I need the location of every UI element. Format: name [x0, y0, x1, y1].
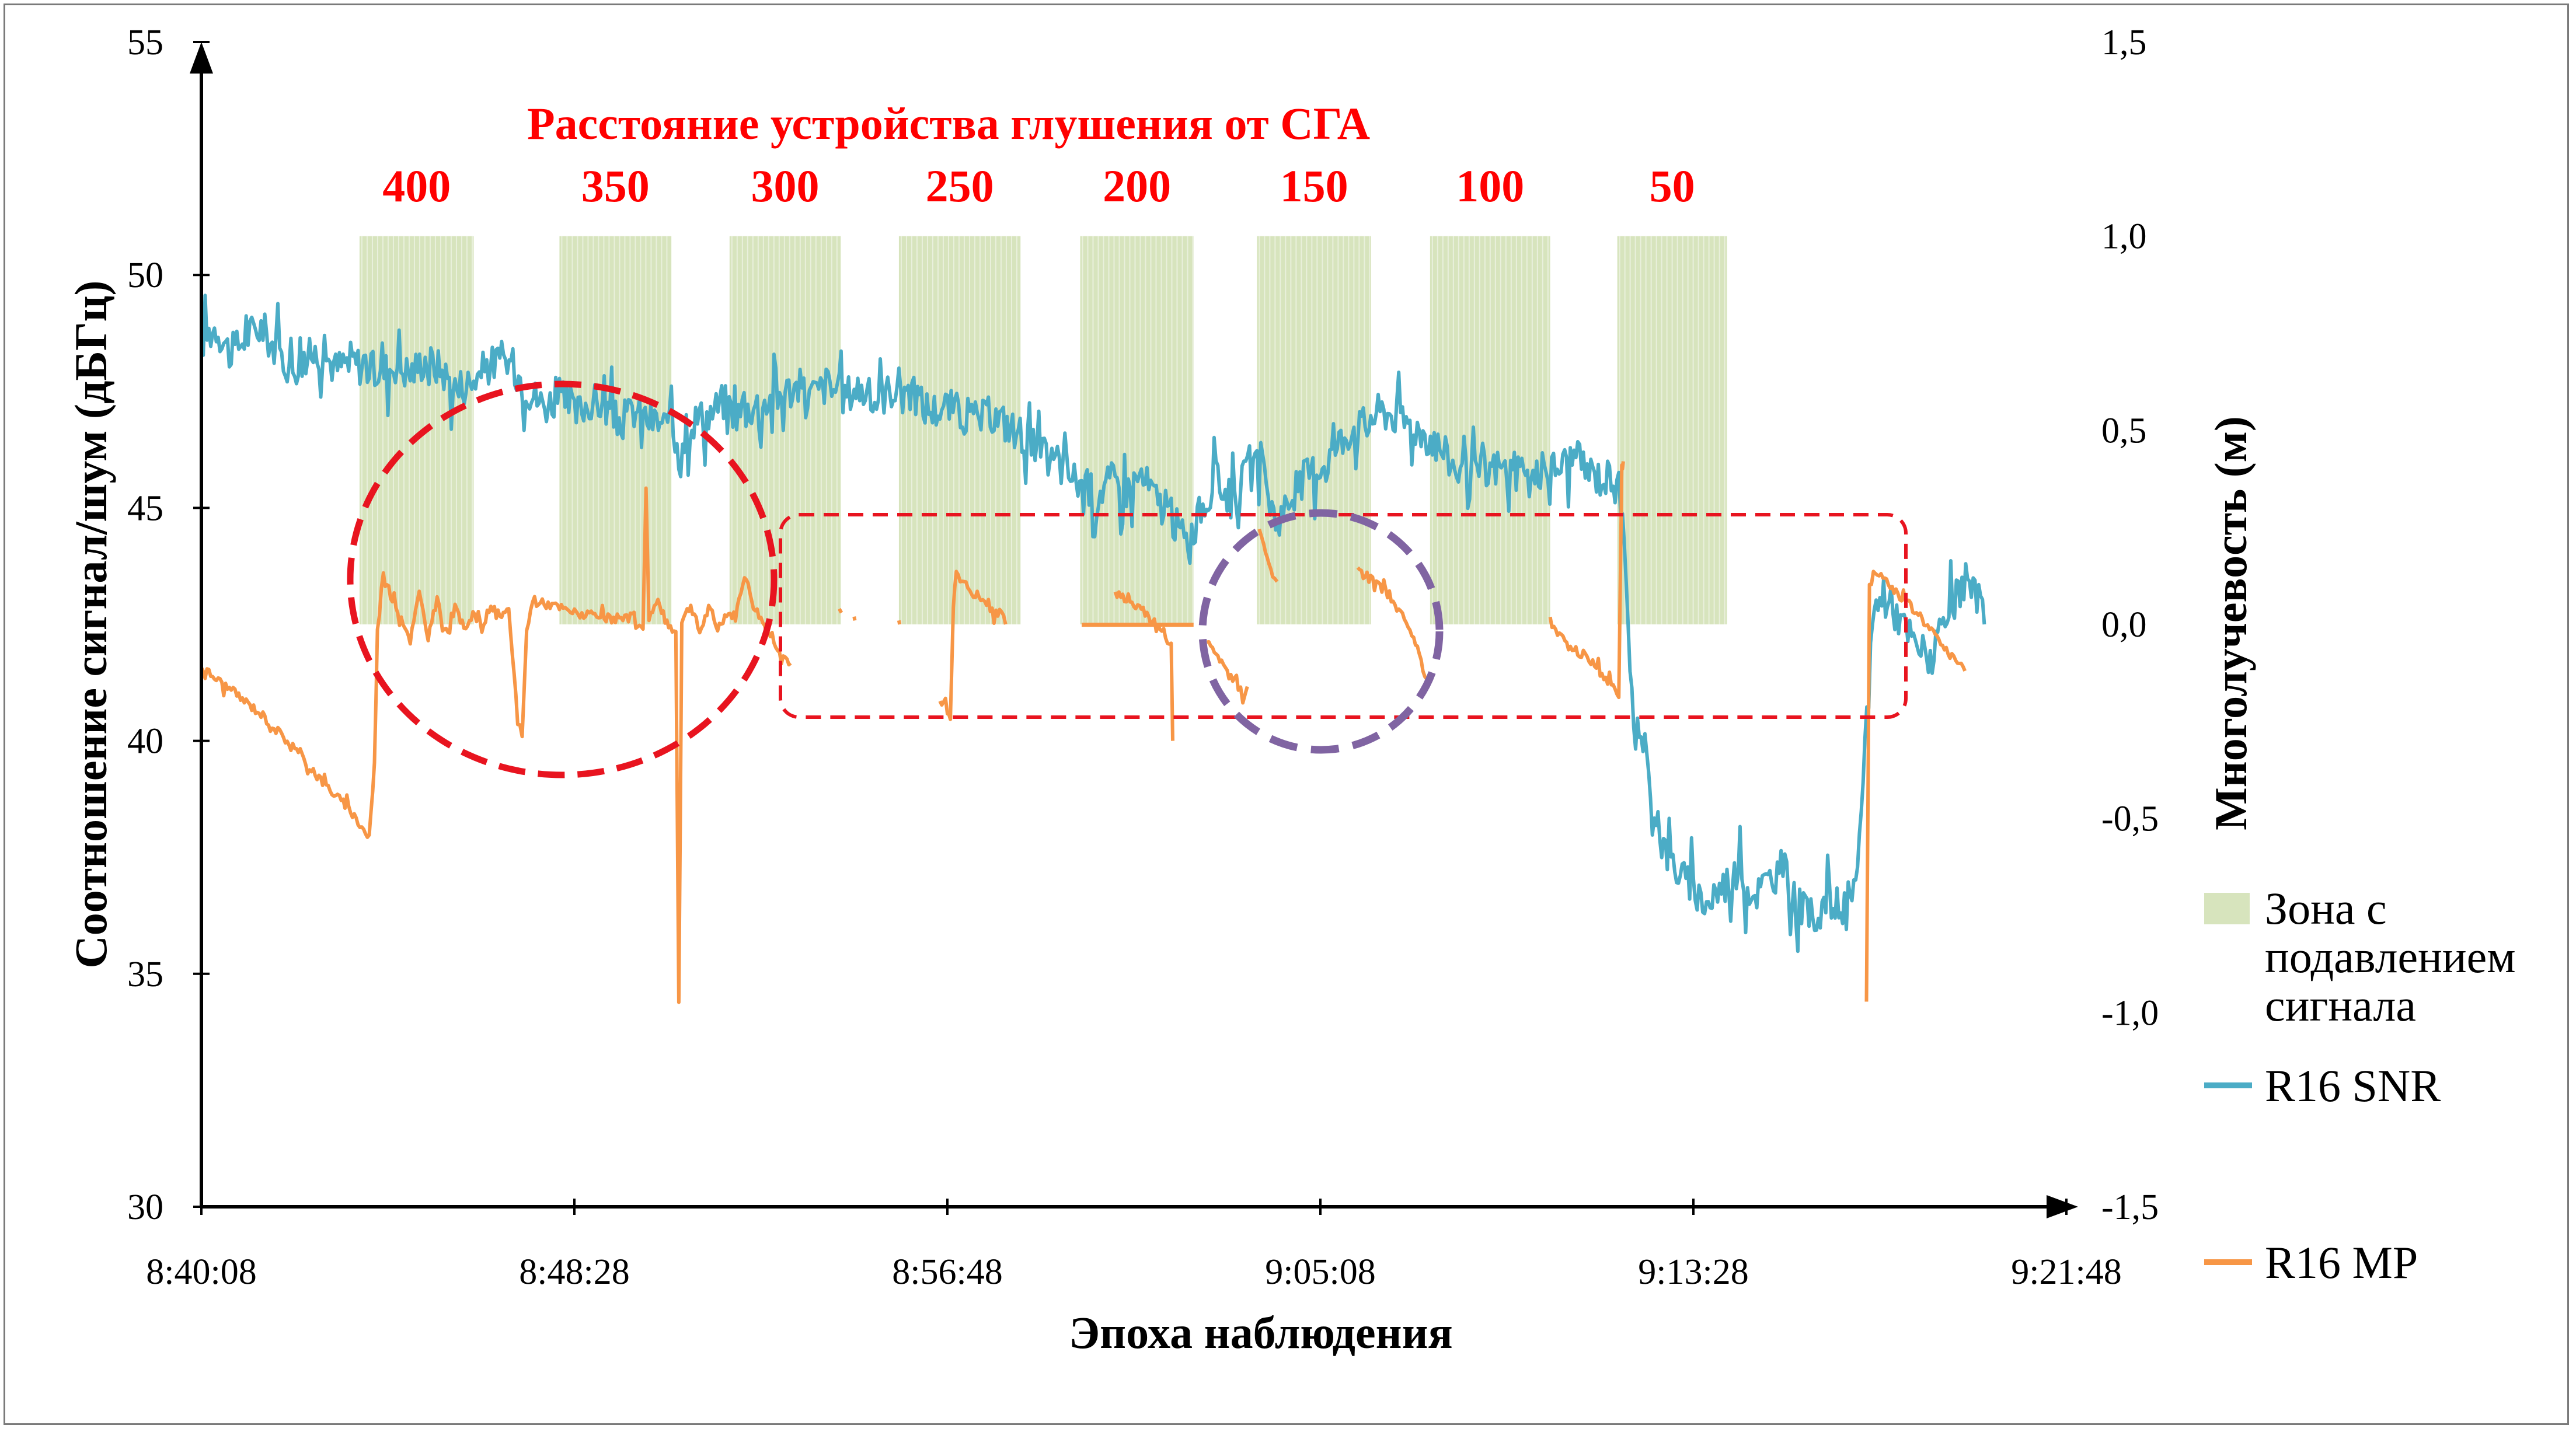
annotation-purple-circle	[1198, 509, 1444, 754]
annotations	[347, 380, 1908, 778]
y-right-tick-label: -1,0	[2101, 993, 2159, 1033]
legend-snr-label: R16 SNR	[2265, 1060, 2441, 1111]
axis-ticks: 30 35 40 45 50 55 -1,5 -1,0 -0,5 0,0 0,5 1,0 1,5 8:40…	[127, 23, 2159, 1292]
mp-line-segment-10	[1548, 461, 1625, 700]
mp-line-segment-6	[1113, 590, 1174, 741]
legend-mp-label: R16 MP	[2265, 1237, 2418, 1288]
x-tick-label: 8:48:28	[519, 1252, 629, 1292]
series-r16-snr	[200, 294, 1986, 953]
x-tick-label: 9:21:48	[2011, 1252, 2121, 1292]
legend-zone-label-line: Зона с	[2265, 883, 2387, 934]
zone-label-4: 250	[926, 160, 994, 211]
suppression-zones: 400 350 300 250 200 150 100 50	[359, 160, 1727, 625]
y-left-tick-label: 30	[127, 1187, 163, 1227]
mp-line-segment-1	[200, 486, 792, 1004]
mp-line-segment-11	[1864, 570, 1967, 1002]
y-left-tick-label: 55	[127, 23, 163, 62]
mp-line-segment-5	[938, 570, 1008, 721]
mp-line-segment-9	[1356, 566, 1431, 684]
zone-label-1: 400	[382, 160, 451, 211]
y-right-tick-label: 0,0	[2101, 605, 2147, 645]
chart-title: Расстояние устройства глушения от СГА	[527, 98, 1370, 149]
x-tick-label: 8:56:48	[892, 1252, 1002, 1292]
series-r16-mp	[200, 461, 1967, 1004]
y-left-axis-title: Соотношение сигнал/шум (дБГц)	[65, 280, 116, 968]
y-right-tick-label: -1,5	[2101, 1187, 2159, 1227]
x-tick-label: 8:40:08	[146, 1252, 256, 1292]
suppression-zone-3	[729, 236, 841, 625]
chart-frame	[4, 4, 2569, 1425]
x-tick-label: 9:13:28	[1638, 1252, 1748, 1292]
y-left-tick-label: 35	[127, 955, 163, 994]
y-left-tick-label: 45	[127, 488, 163, 528]
labels: Расстояние устройства глушения от СГА Эп…	[65, 98, 2256, 1358]
y-left-tick-label: 40	[127, 722, 163, 762]
legend-zone-swatch	[2204, 893, 2250, 924]
mp-line-segment-8	[1257, 528, 1279, 583]
legend-zone-label-line: подавлением	[2265, 931, 2516, 982]
x-tick-label: 9:05:08	[1265, 1252, 1375, 1292]
axes	[190, 42, 2078, 1218]
suppression-zone-1	[359, 236, 474, 625]
y-right-axis-title: Многолучевость (м)	[2205, 416, 2256, 830]
x-axis-arrow	[2047, 1195, 2078, 1218]
mp-line-segment-3	[852, 616, 857, 621]
annotation-red-ellipse	[347, 380, 778, 778]
mp-line-segment-4	[897, 620, 902, 625]
zone-label-8: 50	[1650, 160, 1695, 211]
y-left-tick-label: 50	[127, 256, 163, 295]
zone-label-3: 300	[751, 160, 820, 211]
y-right-tick-label: 1,5	[2101, 23, 2147, 62]
zone-label-5: 200	[1103, 160, 1171, 211]
y-axis-arrow	[190, 42, 213, 74]
zone-label-6: 150	[1280, 160, 1348, 211]
legend-zone-label-line: сигнала	[2265, 980, 2416, 1031]
suppression-zone-5	[1080, 236, 1194, 625]
snr-line	[200, 294, 1986, 953]
y-right-tick-label: 0,5	[2101, 411, 2147, 450]
zone-label-2: 350	[581, 160, 650, 211]
annotation-red-rectangle	[779, 513, 1908, 719]
y-right-tick-label: -0,5	[2101, 799, 2159, 839]
y-right-tick-label: 1,0	[2101, 217, 2147, 257]
mp-line-segment-2	[838, 607, 843, 614]
zone-label-7: 100	[1456, 160, 1524, 211]
x-axis-title: Эпоха наблюдения	[1069, 1307, 1452, 1358]
suppression-zone-4	[898, 236, 1021, 625]
mp-line-segment-7	[1207, 640, 1249, 705]
